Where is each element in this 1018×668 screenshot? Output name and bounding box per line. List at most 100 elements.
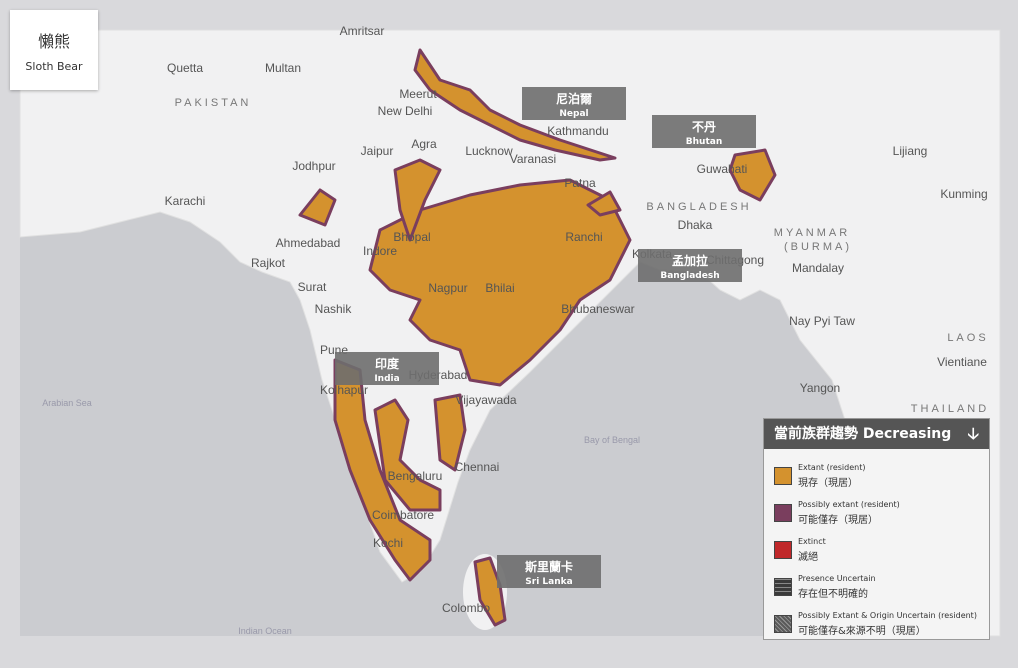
- legend-en: Extant (resident): [798, 463, 866, 472]
- legend-en: Extinct: [798, 537, 826, 546]
- place-label: Vijayawada: [455, 393, 516, 407]
- place-label: Bhubaneswar: [561, 302, 634, 316]
- place-label: Kolhapur: [320, 383, 368, 397]
- country-zh: 斯里蘭卡: [524, 560, 573, 574]
- place-label: Agra: [411, 137, 437, 151]
- country-en: India: [374, 374, 400, 384]
- place-label: New Delhi: [378, 104, 433, 118]
- place-label: Nagpur: [428, 281, 467, 295]
- country-label: 孟加拉 Bangladesh: [638, 249, 742, 282]
- legend-item: Presence Uncertain 存在但不明確的: [774, 566, 989, 603]
- country-label: 印度 India: [335, 352, 439, 385]
- place-label: Colombo: [442, 601, 490, 615]
- place-label: Kathmandu: [547, 124, 608, 138]
- country-zh: 尼泊爾: [555, 92, 592, 106]
- country-en: Bhutan: [685, 137, 723, 147]
- place-label: BANGLADESH: [646, 201, 751, 213]
- place-label: Bhilai: [485, 281, 514, 295]
- legend-swatch: [774, 578, 792, 596]
- country-zh: 印度: [374, 357, 399, 371]
- legend: 當前族群趨勢 Decreasing 🡣 Extant (resident) 現存（…: [763, 418, 990, 640]
- place-label: Chennai: [455, 460, 500, 474]
- range-area: [393, 158, 442, 242]
- label-layer: Amritsar Quetta Multan PAKISTAN Meerut New De…: [42, 24, 989, 636]
- place-label: LAOS: [947, 332, 988, 344]
- place-label: Amritsar: [340, 24, 385, 38]
- range-layer: [298, 48, 777, 627]
- place-label: Quetta: [167, 61, 203, 75]
- place-label: Lijiang: [893, 144, 928, 158]
- place-label: Yangon: [800, 381, 840, 395]
- legend-items: Extant (resident) 現存（現居） Possibly extant (…: [764, 455, 989, 640]
- range-area: [586, 190, 622, 217]
- place-label: Nay Pyi Taw: [789, 314, 855, 328]
- country-zh: 不丹: [691, 120, 716, 134]
- place-label: MYANMAR: [774, 227, 850, 239]
- place-label: Lucknow: [465, 144, 513, 158]
- place-label: PAKISTAN: [175, 97, 252, 109]
- place-label: Vientiane: [937, 355, 987, 369]
- legend-header: 當前族群趨勢 Decreasing 🡣: [764, 419, 989, 449]
- range-area: [433, 393, 467, 472]
- place-label: Multan: [265, 61, 301, 75]
- place-label: Patna: [564, 176, 596, 190]
- place-label: Indian Ocean: [238, 626, 292, 636]
- legend-en: Presence Uncertain: [798, 574, 876, 583]
- place-label: Varanasi: [510, 152, 556, 166]
- place-label: THAILAND: [911, 403, 989, 415]
- range-area: [333, 358, 432, 582]
- place-label: Guwahati: [697, 162, 748, 176]
- country-en: Bangladesh: [660, 271, 720, 281]
- legend-title: 當前族群趨勢: [774, 426, 858, 442]
- legend-swatch: [774, 504, 792, 522]
- legend-zh: 可能僅存&來源不明（現居）: [798, 626, 926, 637]
- legend-zh: 現存（現居）: [798, 478, 858, 489]
- place-label: Nashik: [315, 302, 353, 316]
- country-label: 不丹 Bhutan: [652, 115, 756, 148]
- country-en: Sri Lanka: [525, 577, 573, 587]
- place-label: Bengaluru: [388, 469, 443, 483]
- range-area: [413, 48, 617, 162]
- country-zh: 孟加拉: [671, 254, 708, 268]
- legend-en: Possibly extant (resident): [798, 500, 900, 509]
- place-label: Bay of Bengal: [584, 435, 640, 445]
- place-label: Meerut: [399, 87, 437, 101]
- place-label: (BURMA): [784, 241, 852, 253]
- place-label: Bhopal: [393, 230, 430, 244]
- country-label: 尼泊爾 Nepal: [522, 87, 626, 120]
- range-area: [473, 556, 507, 627]
- legend-zh: 滅絕: [798, 552, 818, 563]
- range-area: [728, 148, 777, 202]
- legend-item: Extinct 滅絕: [774, 529, 989, 566]
- place-label: Surat: [298, 280, 327, 294]
- place-label: Kunming: [940, 187, 987, 201]
- range-area: [373, 398, 442, 512]
- place-label: Jodhpur: [292, 159, 335, 173]
- place-label: Kochi: [373, 536, 403, 550]
- range-area: [368, 178, 632, 387]
- place-label: Dhaka: [678, 218, 713, 232]
- legend-en: Possibly Extant & Origin Uncertain (resi…: [798, 611, 977, 620]
- place-label: Rajkot: [251, 256, 286, 270]
- place-label: Jaipur: [361, 144, 394, 158]
- place-label: Mandalay: [792, 261, 844, 275]
- legend-zh: 存在但不明確的: [798, 589, 868, 600]
- legend-zh: 可能僅存（現居）: [798, 515, 878, 526]
- legend-swatch: [774, 467, 792, 485]
- legend-swatch: [774, 541, 792, 559]
- legend-item: Possibly extant (resident) 可能僅存（現居）: [774, 492, 989, 529]
- title-zh: 懶熊: [37, 32, 70, 51]
- species-title: 懶熊 Sloth Bear: [10, 10, 98, 90]
- place-label: Ahmedabad: [276, 236, 341, 250]
- place-label: Coimbatore: [372, 508, 434, 522]
- legend-item: Possibly Extant & Origin Uncertain (resi…: [774, 603, 989, 640]
- country-en: Nepal: [559, 109, 589, 119]
- place-label: Arabian Sea: [42, 398, 92, 408]
- country-label: 斯里蘭卡 Sri Lanka: [497, 555, 601, 588]
- legend-trend: Decreasing: [862, 426, 952, 442]
- title-en: Sloth Bear: [25, 60, 83, 73]
- range-area: [298, 188, 337, 227]
- place-label: Karachi: [165, 194, 206, 208]
